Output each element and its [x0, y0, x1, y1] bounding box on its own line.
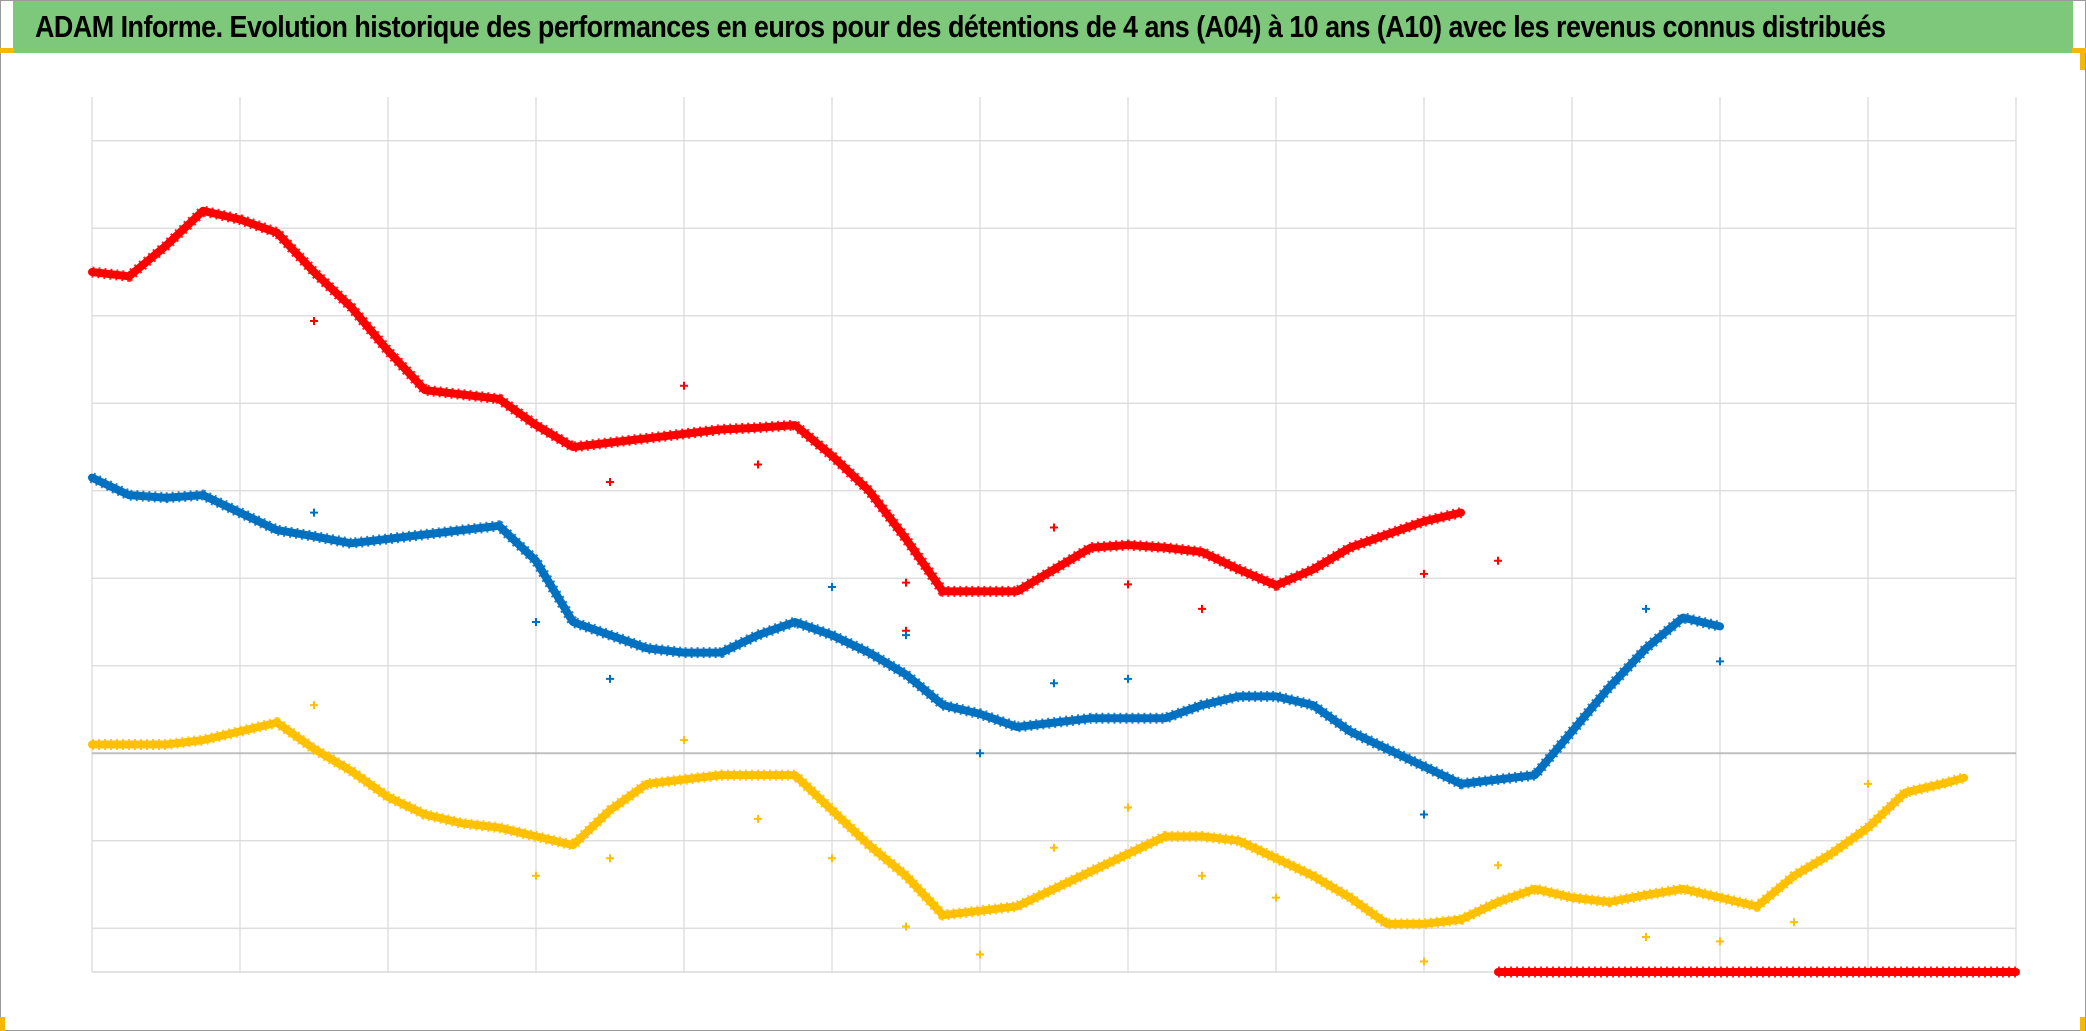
scatter-point — [1124, 580, 1132, 589]
scatter-point — [1716, 937, 1724, 946]
scatter-point — [1420, 810, 1428, 819]
scatter-point — [1494, 861, 1502, 870]
chart-series — [88, 205, 2020, 978]
scatter-point — [828, 854, 836, 863]
scatter-point — [1124, 803, 1132, 812]
chart-title: ADAM Informe. Evolution historique des p… — [35, 9, 1886, 44]
scatter-point — [1050, 679, 1058, 688]
scatter-point — [902, 578, 910, 587]
scatter-point — [902, 631, 910, 640]
scatter-point — [680, 736, 688, 745]
scatter-point — [828, 583, 836, 591]
scatter-point — [1272, 893, 1280, 902]
chart-grid — [91, 97, 2017, 973]
series-3 — [88, 701, 1969, 966]
corner-mark-bottom-right — [2080, 1017, 2085, 1031]
scatter-point — [1420, 569, 1428, 578]
scatter-point — [1494, 556, 1502, 565]
title-bar: ADAM Informe. Evolution historique des p… — [13, 1, 2073, 53]
scatter-point — [1790, 918, 1798, 927]
scatter-point — [310, 701, 318, 710]
scatter-point — [902, 922, 910, 931]
series-line-texture — [92, 717, 1966, 930]
series-2 — [88, 472, 1724, 819]
corner-mark-right-side — [2080, 48, 2085, 70]
corner-mark-bottom-left — [0, 1017, 5, 1031]
corner-mark-top-right — [2072, 48, 2086, 53]
scatter-point — [754, 814, 762, 823]
scatter-point — [1716, 657, 1724, 666]
scatter-point — [1198, 871, 1206, 880]
scatter-point — [606, 854, 614, 863]
scatter-point — [680, 381, 688, 390]
scatter-point — [310, 508, 318, 517]
scatter-point — [1642, 604, 1650, 613]
scatter-point — [532, 618, 540, 626]
scatter-point — [976, 749, 984, 758]
scatter-point — [1198, 604, 1206, 613]
scatter-point — [532, 871, 540, 880]
scatter-point — [1050, 523, 1058, 532]
series-line — [88, 473, 1724, 788]
scatter-point — [1642, 933, 1650, 941]
scatter-point — [1124, 674, 1132, 683]
scatter-point — [1420, 957, 1428, 966]
scatter-point — [976, 950, 984, 959]
series-1 — [88, 205, 1502, 635]
scatter-point — [1864, 779, 1872, 788]
series-line-texture — [91, 205, 1463, 597]
corner-mark-top-left — [0, 48, 14, 53]
scatter-point — [606, 478, 614, 486]
scatter-point — [310, 317, 318, 325]
scatter-point — [754, 460, 762, 469]
scatter-point — [1050, 843, 1058, 852]
scatter-point — [606, 674, 614, 683]
